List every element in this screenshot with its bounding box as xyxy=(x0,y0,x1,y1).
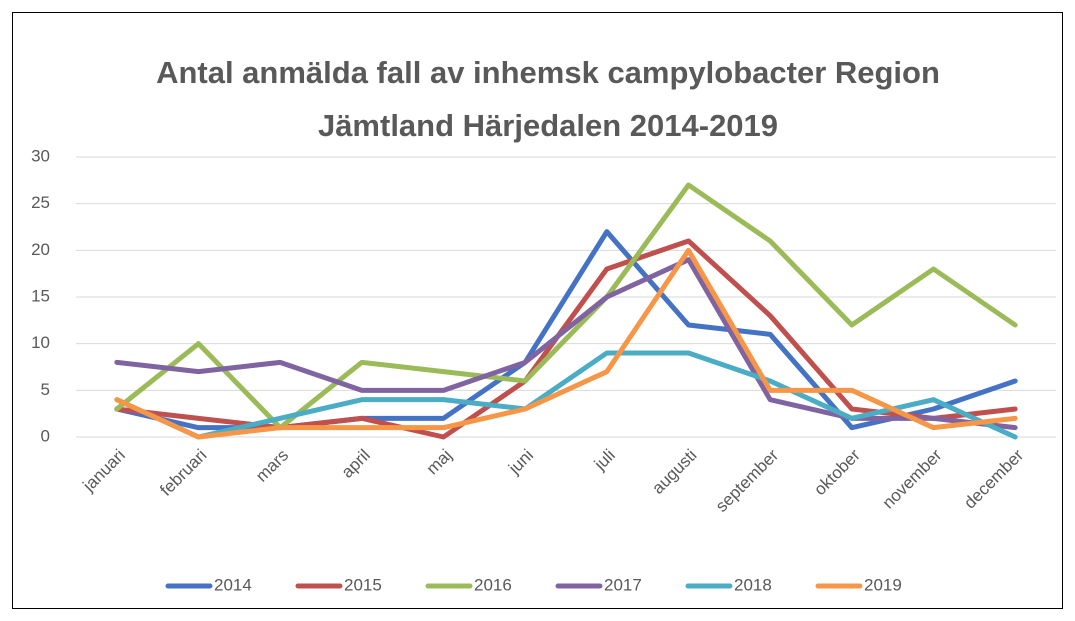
y-tick-label: 15 xyxy=(31,286,50,305)
chart-title: Antal anmälda fall av inhemsk campylobac… xyxy=(156,55,940,90)
legend-label: 2015 xyxy=(344,575,382,594)
series-line xyxy=(114,238,1018,440)
y-tick-label: 25 xyxy=(31,193,50,212)
y-tick-label: 20 xyxy=(31,240,50,259)
y-tick-label: 30 xyxy=(31,146,50,165)
y-tick-label: 5 xyxy=(41,380,50,399)
legend-label: 2018 xyxy=(734,575,772,594)
series-line xyxy=(114,247,1018,440)
series-line xyxy=(114,182,1018,431)
legend-label: 2014 xyxy=(214,575,252,594)
chart-title: Jämtland Härjedalen 2014-2019 xyxy=(318,108,778,143)
legend-label: 2017 xyxy=(604,575,642,594)
legend-label: 2019 xyxy=(864,575,902,594)
y-tick-label: 0 xyxy=(41,426,50,445)
chart-border xyxy=(12,12,1063,609)
y-tick-label: 10 xyxy=(31,333,50,352)
series-line xyxy=(114,350,1018,440)
legend-label: 2016 xyxy=(474,575,512,594)
series-line xyxy=(114,257,1018,431)
